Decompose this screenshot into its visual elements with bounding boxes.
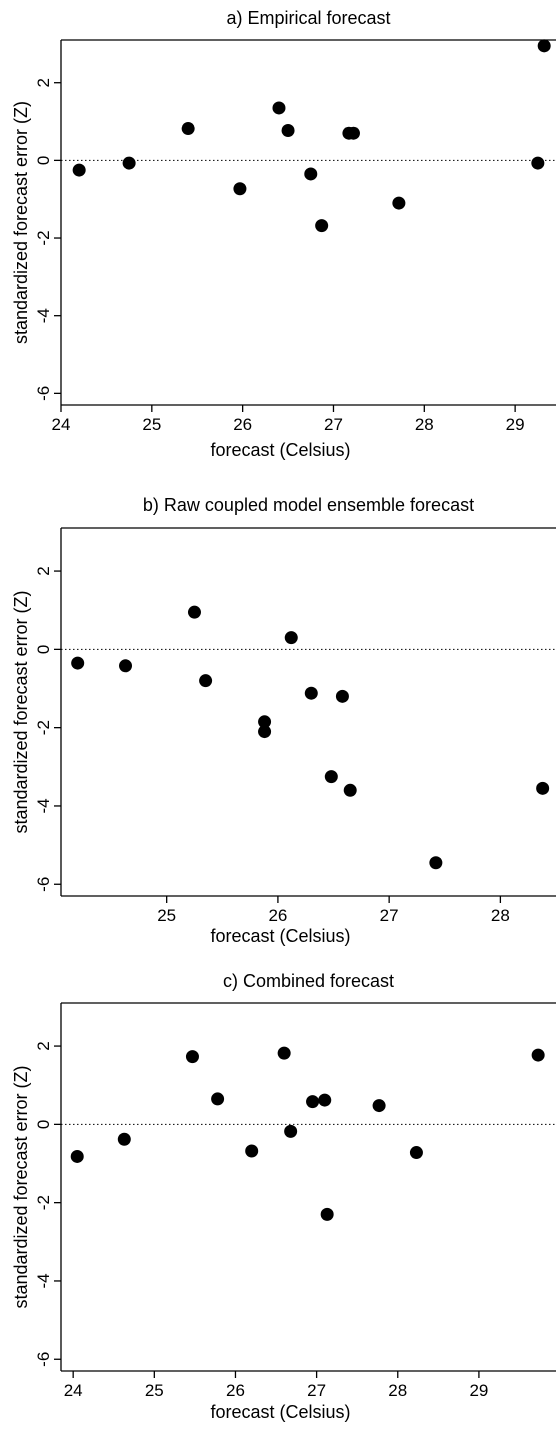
y-tick-label: -4 [34,308,53,323]
x-tick-label: 28 [491,906,510,925]
y-tick-label: -6 [34,386,53,401]
x-tick-label: 27 [380,906,399,925]
y-tick-label: -2 [34,230,53,245]
y-tick-label: -4 [34,1273,53,1288]
data-point [281,123,295,137]
x-tick-label: 28 [388,1381,407,1400]
data-point [211,1092,225,1106]
x-tick-label: 28 [415,415,434,434]
x-axis-label: forecast (Celsius) [210,926,350,946]
y-tick-label: 2 [34,1041,53,1050]
data-point [72,163,86,177]
x-tick-label: 24 [52,415,71,434]
data-point [119,659,133,673]
data-point [277,1046,291,1060]
x-tick-label: 29 [469,1381,488,1400]
data-point [185,1050,199,1064]
data-point [71,656,85,670]
y-tick-label: -6 [34,877,53,892]
data-point [304,167,318,181]
x-tick-label: 26 [233,415,252,434]
y-tick-label: 0 [34,1120,53,1129]
data-point [320,1207,334,1221]
panel-1: a) Empirical forecast 24 25 26 27 28 29 -6 -4 -2 0… [11,8,556,460]
panel-3: c) Combined forecast 24 25 26 27 28 29 -6 -4 -2 0 2… [11,971,556,1422]
y-axis-label: standardized forecast error (Z) [11,101,31,344]
data-point [284,631,298,645]
data-point [258,715,272,729]
data-point [429,856,443,870]
chart-title: a) Empirical forecast [226,8,390,28]
data-point [233,182,247,196]
x-tick-label: 26 [268,906,287,925]
data-point [335,689,349,703]
chart-title: b) Raw coupled model ensemble forecast [143,495,474,515]
y-tick-label: 2 [34,566,53,575]
data-point [306,1095,320,1109]
data-point [343,783,357,797]
x-axis-label: forecast (Celsius) [210,1402,350,1422]
data-point [187,605,201,619]
data-point [258,725,272,739]
data-point [122,156,136,170]
y-axis-label: standardized forecast error (Z) [11,590,31,833]
data-point [318,1093,332,1107]
data-point [117,1132,131,1146]
data-point [70,1149,84,1163]
data-point [409,1146,423,1160]
x-tick-label: 27 [324,415,343,434]
data-point [272,101,286,115]
y-tick-label: 0 [34,156,53,165]
x-tick-label: 29 [506,415,525,434]
data-point [537,39,551,53]
data-point [392,196,406,210]
x-tick-label: 25 [157,906,176,925]
data-point [199,674,213,688]
data-point [536,781,550,795]
data-point [181,122,195,136]
data-point [245,1144,259,1158]
data-point [346,126,360,140]
y-tick-label: -2 [34,1195,53,1210]
y-tick-label: 0 [34,645,53,654]
x-tick-label: 27 [307,1381,326,1400]
data-point [324,770,338,784]
data-point [372,1099,386,1113]
y-tick-label: -2 [34,720,53,735]
data-point [315,219,329,233]
y-tick-label: -6 [34,1352,53,1367]
panel-2: b) Raw coupled model ensemble forecast 25… [11,495,556,946]
y-tick-label: -4 [34,798,53,813]
x-tick-label: 24 [64,1381,83,1400]
x-tick-label: 25 [145,1381,164,1400]
data-point [304,686,318,700]
chart-title: c) Combined forecast [223,971,394,991]
y-tick-label: 2 [34,78,53,87]
data-point [531,1048,545,1062]
data-point [284,1124,298,1138]
y-axis-label: standardized forecast error (Z) [11,1065,31,1308]
x-tick-label: 25 [142,415,161,434]
x-axis-label: forecast (Celsius) [210,440,350,460]
x-tick-label: 26 [226,1381,245,1400]
data-point [531,156,545,170]
